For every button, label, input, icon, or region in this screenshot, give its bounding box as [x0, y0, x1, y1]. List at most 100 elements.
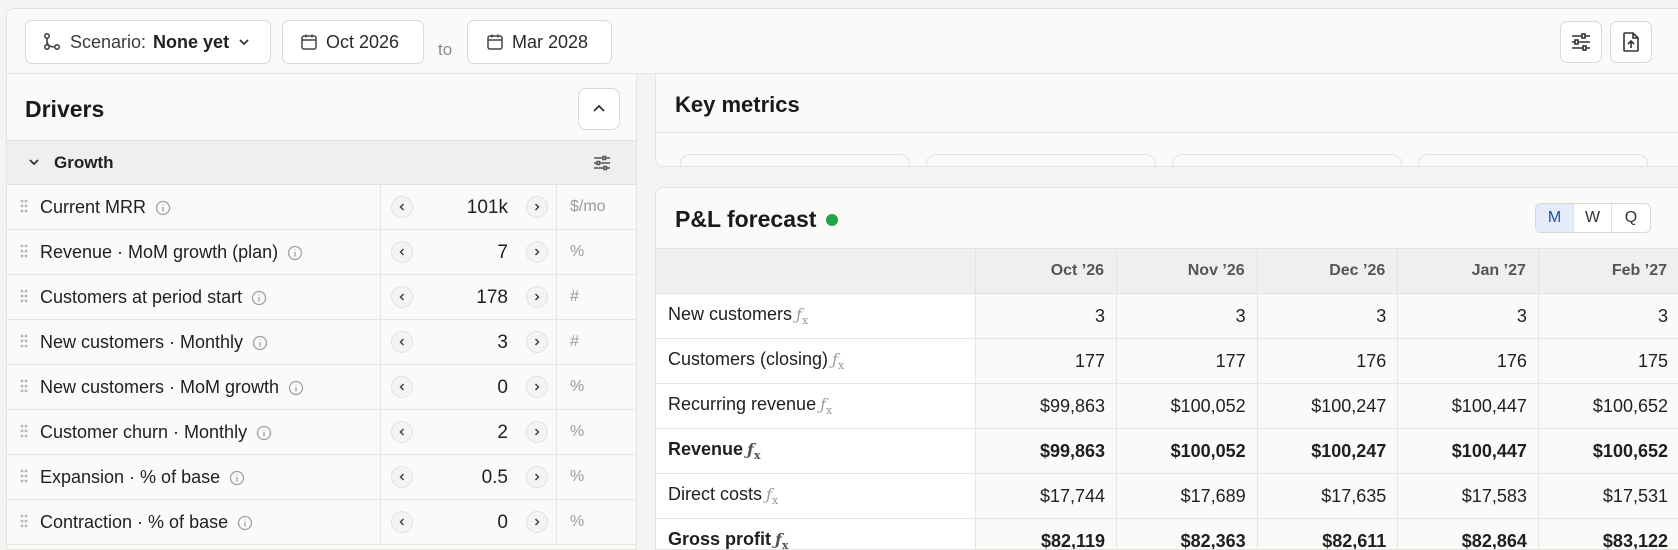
fx-icon[interactable]: ƒx — [747, 440, 761, 463]
table-cell[interactable]: $17,531 — [1537, 473, 1678, 519]
table-cell[interactable]: $17,744 — [975, 473, 1117, 519]
table-cell[interactable]: 3 — [1116, 293, 1258, 339]
scenario-selector[interactable]: Scenario: None yet — [25, 20, 271, 64]
table-cell[interactable]: $17,635 — [1256, 473, 1398, 519]
driver-value[interactable]: 7 — [497, 242, 508, 263]
table-cell[interactable]: 177 — [975, 338, 1117, 384]
end-date-picker[interactable]: Mar 2028 — [467, 20, 612, 64]
info-icon[interactable] — [287, 245, 303, 261]
table-cell[interactable]: 3 — [1256, 293, 1398, 339]
driver-value[interactable]: 0.5 — [481, 467, 508, 488]
decrement-button[interactable] — [391, 196, 413, 218]
table-cell[interactable]: $100,447 — [1397, 428, 1539, 474]
info-icon[interactable] — [251, 290, 267, 306]
decrement-button[interactable] — [391, 241, 413, 263]
drag-handle-icon[interactable] — [20, 379, 28, 393]
table-cell[interactable]: $100,247 — [1256, 428, 1398, 474]
table-cell[interactable]: $17,583 — [1397, 473, 1539, 519]
table-cell[interactable]: 3 — [1397, 293, 1539, 339]
table-cell[interactable]: $100,052 — [1116, 428, 1258, 474]
info-icon[interactable] — [252, 335, 268, 351]
driver-value[interactable]: 0 — [497, 377, 508, 398]
increment-button[interactable] — [526, 331, 548, 353]
driver-value[interactable]: 178 — [476, 287, 508, 308]
table-cell[interactable]: 176 — [1397, 338, 1539, 384]
table-cell[interactable]: $82,611 — [1256, 518, 1398, 549]
drag-handle-icon[interactable] — [20, 289, 28, 303]
table-cell[interactable]: $17,689 — [1116, 473, 1258, 519]
table-cell[interactable]: $82,864 — [1397, 518, 1539, 549]
table-cell[interactable]: $100,247 — [1256, 383, 1398, 429]
driver-label: New customers · Monthly — [40, 332, 268, 353]
driver-value-cell: 101k — [380, 185, 557, 229]
decrement-button[interactable] — [391, 286, 413, 308]
table-cell[interactable]: $100,652 — [1537, 383, 1678, 429]
table-cell[interactable]: 3 — [975, 293, 1117, 339]
metric-card[interactable] — [926, 154, 1156, 166]
calendar-icon — [487, 34, 503, 50]
info-icon[interactable] — [288, 380, 304, 396]
table-cell[interactable]: 177 — [1116, 338, 1258, 384]
driver-label: Contraction · % of base — [40, 512, 253, 533]
driver-group-header[interactable]: Growth — [7, 141, 636, 185]
table-cell[interactable]: $100,052 — [1116, 383, 1258, 429]
table-cell[interactable]: 175 — [1537, 338, 1678, 384]
fx-icon[interactable]: ƒx — [766, 485, 779, 508]
info-icon[interactable] — [256, 425, 272, 441]
info-icon[interactable] — [155, 200, 171, 216]
sliders-icon[interactable] — [593, 154, 611, 172]
table-cell[interactable]: $82,363 — [1116, 518, 1258, 549]
metric-card[interactable] — [1418, 154, 1648, 166]
increment-button[interactable] — [526, 466, 548, 488]
drag-handle-icon[interactable] — [20, 469, 28, 483]
increment-button[interactable] — [526, 511, 548, 533]
metric-card[interactable] — [680, 154, 910, 166]
period-quarterly-button[interactable]: Q — [1624, 209, 1638, 226]
drag-handle-icon[interactable] — [20, 514, 28, 528]
decrement-button[interactable] — [391, 376, 413, 398]
fx-icon[interactable]: ƒx — [820, 395, 833, 418]
row-label-header — [656, 248, 976, 294]
increment-button[interactable] — [526, 286, 548, 308]
drag-handle-icon[interactable] — [20, 244, 28, 258]
table-cell[interactable]: $99,863 — [975, 383, 1117, 429]
increment-button[interactable] — [526, 376, 548, 398]
driver-value[interactable]: 101k — [466, 197, 508, 218]
drag-handle-icon[interactable] — [20, 424, 28, 438]
info-icon[interactable] — [229, 470, 245, 486]
table-cell[interactable]: 176 — [1256, 338, 1398, 384]
info-icon[interactable] — [237, 515, 253, 531]
increment-button[interactable] — [526, 241, 548, 263]
drag-handle-icon[interactable] — [20, 199, 28, 213]
drag-handle-icon[interactable] — [20, 334, 28, 348]
key-metrics-title: Key metrics — [675, 92, 800, 117]
start-date-picker[interactable]: Oct 2026 — [282, 20, 424, 64]
table-cell[interactable]: $100,447 — [1397, 383, 1539, 429]
settings-button[interactable] — [1560, 21, 1602, 63]
driver-row: New customers · Monthly 3 # — [7, 320, 636, 365]
table-cell[interactable]: $99,863 — [975, 428, 1117, 474]
decrement-button[interactable] — [391, 421, 413, 443]
collapse-drivers-button[interactable] — [578, 88, 620, 130]
table-cell[interactable]: $83,122 — [1537, 518, 1678, 549]
decrement-button[interactable] — [391, 331, 413, 353]
driver-value[interactable]: 0 — [497, 512, 508, 533]
fx-icon[interactable]: ƒx — [796, 305, 809, 328]
fx-icon[interactable]: ƒx — [832, 350, 845, 373]
table-cell[interactable]: $100,652 — [1537, 428, 1678, 474]
fx-icon[interactable]: ƒx — [775, 530, 789, 550]
period-monthly-button[interactable]: M — [1536, 204, 1574, 232]
period-weekly-button[interactable]: W — [1574, 204, 1612, 232]
table-cell[interactable]: $82,119 — [975, 518, 1117, 549]
export-button[interactable] — [1610, 21, 1652, 63]
increment-button[interactable] — [526, 421, 548, 443]
table-cell[interactable]: 3 — [1537, 293, 1678, 339]
row-label: New customers ƒx — [656, 293, 976, 339]
decrement-button[interactable] — [391, 511, 413, 533]
metric-card[interactable] — [1172, 154, 1402, 166]
driver-value[interactable]: 3 — [497, 332, 508, 353]
driver-value[interactable]: 2 — [497, 422, 508, 443]
driver-label-text: New customers · Monthly — [40, 332, 244, 352]
increment-button[interactable] — [526, 196, 548, 218]
decrement-button[interactable] — [391, 466, 413, 488]
